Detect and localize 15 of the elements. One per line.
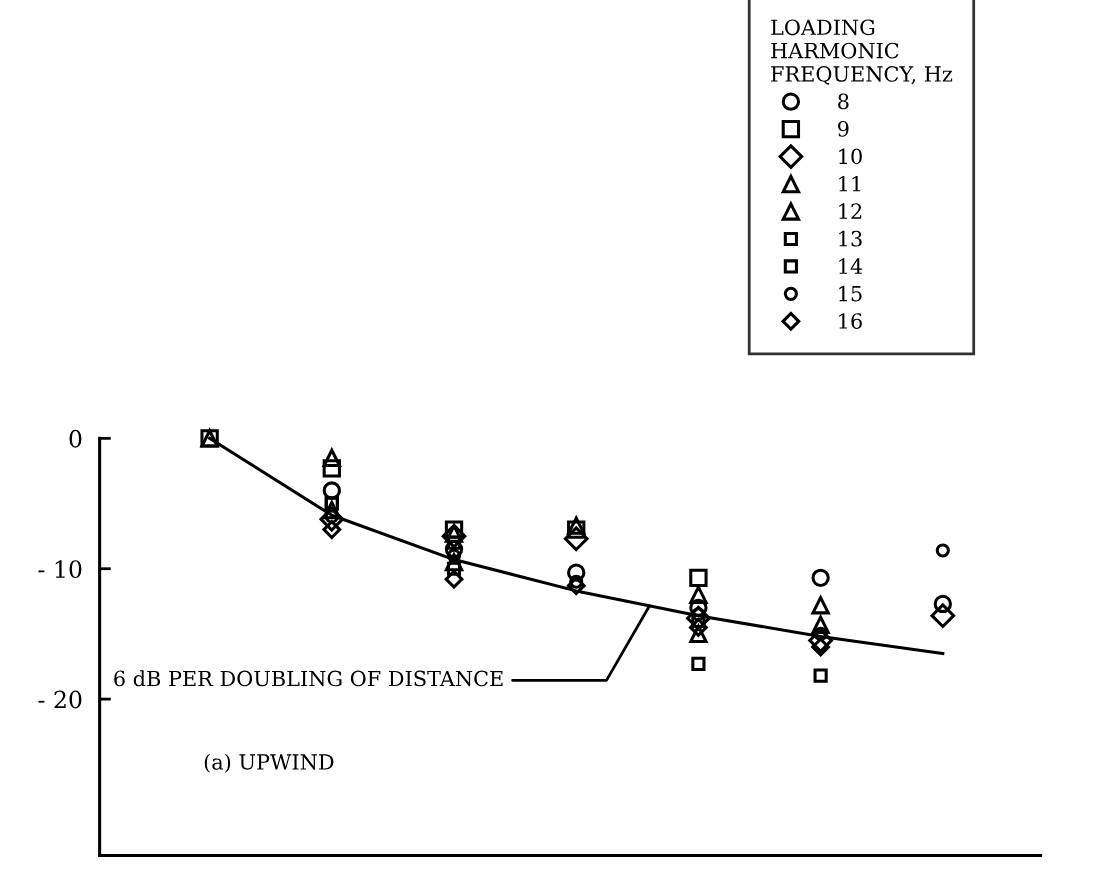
y-tick-label: - 10 [38, 560, 82, 579]
legend-title: LOADING HARMONIC FREQUENCY, Hz [771, 19, 953, 85]
legend-label: 8 [838, 93, 849, 110]
legend-label: 15 [839, 285, 862, 302]
legend-label: 16 [839, 313, 862, 329]
legend-label: 9 [838, 120, 849, 137]
annotation: (a) UPWIND [204, 753, 334, 773]
legend-label: 11 [839, 175, 861, 192]
legend-label: 12 [839, 203, 862, 219]
legend-label: 10 [839, 148, 862, 165]
annotation: 6 dB PER DOUBLING OF DISTANCE [114, 670, 503, 687]
y-tick-label: 0 [69, 429, 82, 448]
legend-label: 13 [839, 230, 862, 247]
y-tick-label: - 20 [38, 690, 82, 709]
legend-label: 14 [839, 258, 863, 274]
